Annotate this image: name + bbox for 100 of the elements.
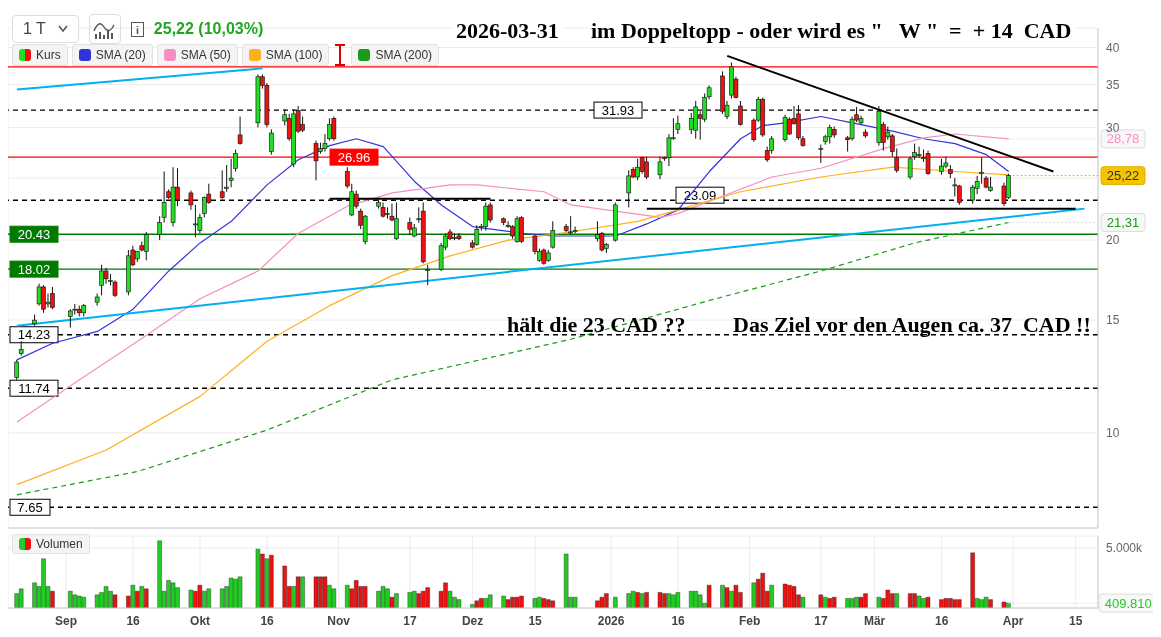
ref-line-label: 14.23: [17, 327, 51, 343]
annotation: 25,22: [1106, 168, 1140, 184]
bar: [550, 600, 555, 608]
bar: [943, 598, 949, 608]
bar: [791, 586, 797, 608]
bar: [282, 565, 287, 608]
legend-label: Volumen: [12, 534, 90, 554]
x-tick-label: Apr: [1002, 613, 1024, 628]
bar: [112, 594, 118, 608]
bar: [380, 586, 386, 608]
bar: [32, 582, 37, 608]
bar: [769, 585, 774, 608]
bar: [706, 585, 712, 608]
bar: [782, 583, 788, 608]
bar: [541, 598, 547, 608]
bar: [697, 594, 703, 608]
candlestick: [344, 166, 350, 189]
bar: [206, 588, 211, 608]
bar: [228, 577, 234, 608]
line-series: [16, 115, 1010, 361]
x-tick-label: Sep: [55, 613, 78, 628]
bar: [103, 586, 109, 608]
bar: [894, 593, 899, 608]
x-tick-label: 2026: [597, 613, 625, 628]
bar: [94, 594, 100, 608]
candlestick: [818, 144, 824, 164]
bar: [188, 589, 194, 608]
bar: [416, 593, 421, 608]
bar: [563, 553, 569, 608]
bar: [675, 592, 681, 608]
bar: [407, 592, 413, 608]
bar: [885, 589, 891, 608]
legend-label: SMA (50): [156, 44, 238, 66]
annotation: 21,31: [1106, 214, 1140, 230]
bar: [255, 549, 261, 608]
bar: [197, 585, 203, 608]
candlestick: [916, 146, 922, 159]
line-series: [16, 133, 1010, 423]
bar: [925, 597, 931, 608]
annotation: 1 T: [23, 20, 46, 38]
bar: [532, 598, 538, 608]
bar: [425, 587, 430, 608]
bar: [456, 599, 462, 608]
bar: [362, 586, 368, 608]
candlestick: [237, 116, 243, 146]
ref-line-label: 7.65: [17, 499, 43, 515]
chart-subtitle: 25,22 (10,03%): [153, 20, 264, 38]
x-tick-label: 15: [528, 613, 543, 628]
bar: [474, 600, 480, 608]
bar: [572, 597, 578, 608]
candlestick: [68, 308, 73, 329]
bar: [501, 595, 506, 608]
bar: [751, 582, 756, 608]
bar: [800, 597, 806, 608]
bar: [505, 599, 511, 608]
ref-line-label: 11.74: [18, 380, 50, 396]
bar: [639, 593, 645, 608]
candlestick: [738, 100, 743, 127]
bar: [130, 585, 136, 608]
bar: [1001, 601, 1007, 608]
candlestick: [425, 264, 430, 286]
candlestick: [487, 201, 493, 224]
x-tick-label: Dez: [461, 613, 484, 628]
bar: [313, 576, 319, 608]
candlestick: [331, 116, 337, 142]
bar: [514, 597, 520, 608]
bar: [237, 576, 243, 608]
bar: [18, 588, 24, 608]
legend-label: SMA (100): [241, 44, 330, 66]
annotation: Das Ziel vor den Augen ca. 37 CAD !!: [732, 312, 1092, 338]
line-series: [16, 221, 1010, 496]
bar: [666, 593, 672, 608]
candlestick: [219, 169, 225, 200]
bar: [345, 585, 350, 608]
candlestick: [36, 283, 42, 307]
bar: [760, 573, 765, 608]
bar: [331, 588, 337, 608]
candlestick: [782, 114, 788, 143]
y-tick-label: 5.000k: [1106, 541, 1144, 556]
y-tick-label: 20: [1106, 233, 1120, 248]
bar: [81, 597, 86, 608]
candlestick: [693, 100, 699, 140]
x-tick-label: 16: [934, 613, 949, 628]
x-tick-label: Okt: [190, 613, 211, 628]
bar: [907, 593, 913, 608]
x-tick-label: 15: [1068, 613, 1083, 628]
x-tick-label: Feb: [738, 613, 761, 628]
legend-label: Kurs: [12, 44, 68, 66]
y-tick-label: 40: [1106, 40, 1120, 55]
ref-line-label: 18.02: [17, 261, 51, 277]
bar: [724, 587, 730, 608]
legend-label: SMA (20): [71, 44, 153, 66]
ref-line-label: 20.43: [17, 226, 51, 242]
bar: [157, 540, 162, 608]
bar: [733, 585, 739, 608]
legend-label: SMA (200): [351, 44, 440, 66]
y-tick-label: 10: [1106, 426, 1120, 441]
candlestick: [483, 201, 489, 232]
annotation: 2026-03-31: [453, 18, 562, 44]
y-tick-label: 35: [1106, 77, 1120, 92]
